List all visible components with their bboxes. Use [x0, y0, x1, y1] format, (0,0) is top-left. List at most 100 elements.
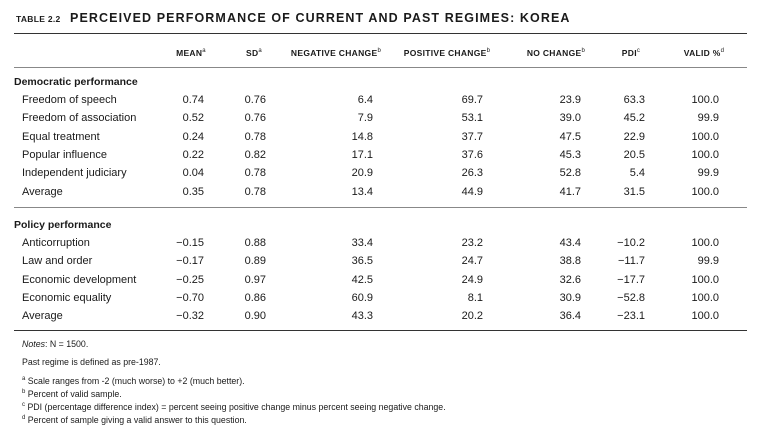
footnote-mark: a: [258, 48, 263, 54]
column-header-label: MEAN: [176, 47, 203, 58]
table-cell: 0.90: [244, 310, 266, 322]
table-cell: −17.7: [617, 274, 645, 286]
table-cell: 0.82: [244, 149, 266, 161]
table-cell: 33.4: [351, 237, 373, 249]
row-label: Economic development: [22, 274, 137, 286]
table-cell: 0.35: [182, 186, 204, 198]
table-cell: −0.17: [176, 255, 204, 267]
table-cell: −52.8: [617, 292, 645, 304]
table-title: PERCEIVED PERFORMANCE OF CURRENT AND PAS…: [70, 11, 571, 25]
table-cell: 45.2: [623, 112, 645, 124]
row-label: Popular influence: [22, 149, 108, 161]
table-cell: 26.3: [461, 167, 483, 179]
table-cell: −0.25: [176, 274, 204, 286]
row-label: Economic equality: [22, 292, 112, 304]
footnote: d Percent of sample giving a valid answe…: [22, 413, 247, 426]
section-rule: [14, 207, 747, 208]
table-cell: 0.76: [244, 94, 266, 106]
table-cell: 99.9: [697, 112, 719, 124]
table-cell: 0.22: [182, 149, 204, 161]
table-cell: 22.9: [623, 131, 645, 143]
row-label: Average: [22, 186, 63, 198]
column-header-label: VALID %: [683, 47, 721, 58]
row-label: Freedom of speech: [22, 94, 117, 106]
table-cell: 37.6: [461, 149, 483, 161]
table-cell: 32.6: [559, 274, 581, 286]
table-cell: 0.24: [182, 131, 204, 143]
footnote: c PDI (percentage difference index) = pe…: [22, 400, 446, 413]
column-header-label: SD: [245, 47, 259, 58]
table-cell: 23.9: [559, 94, 581, 106]
table-cell: 24.9: [461, 274, 483, 286]
table-cell: 41.7: [559, 186, 581, 198]
table-cell: 39.0: [559, 112, 581, 124]
table-cell: 23.2: [461, 237, 483, 249]
table-cell: 43.3: [351, 310, 373, 322]
table-cell: 100.0: [691, 186, 719, 198]
table-cell: 30.9: [559, 292, 581, 304]
table-cell: 6.4: [357, 94, 373, 106]
column-header: MEANa: [126, 45, 256, 60]
past-regime-note: Past regime is defined as pre-1987.: [22, 357, 161, 367]
table-cell: 20.9: [351, 167, 373, 179]
table-title-line: TABLE 2.2 PERCEIVED PERFORMANCE OF CURRE…: [16, 9, 571, 27]
table-cell: −0.32: [176, 310, 204, 322]
table-cell: 0.74: [182, 94, 204, 106]
table-cell: 0.78: [244, 131, 266, 143]
table-cell: 100.0: [691, 94, 719, 106]
footnote-text: PDI (percentage difference index) = perc…: [25, 401, 446, 412]
table-cell: 0.97: [244, 274, 266, 286]
footnote-text: Scale ranges from -2 (much worse) to +2 …: [25, 375, 245, 386]
table-cell: 60.9: [351, 292, 373, 304]
table-cell: 52.8: [559, 167, 581, 179]
column-header-label: NO CHANGE: [526, 47, 582, 58]
table-cell: −11.7: [617, 255, 645, 267]
table-cell: −23.1: [617, 310, 645, 322]
row-label: Anticorruption: [22, 237, 90, 249]
column-header: SDa: [189, 45, 319, 60]
table-cell: 14.8: [351, 131, 373, 143]
column-header: NEGATIVE CHANGEb: [271, 45, 401, 60]
table-cell: 53.1: [461, 112, 483, 124]
footnote: b Percent of valid sample.: [22, 387, 122, 400]
table-cell: −0.70: [176, 292, 204, 304]
table-cell: 0.78: [244, 167, 266, 179]
column-header-label: POSITIVE CHANGE: [403, 47, 487, 58]
row-label: Equal treatment: [22, 131, 100, 143]
table-cell: 37.7: [461, 131, 483, 143]
table-cell: 100.0: [691, 310, 719, 322]
table-cell: 43.4: [559, 237, 581, 249]
table-cell: 31.5: [623, 186, 645, 198]
footnote-mark: b: [486, 48, 491, 54]
footnote-mark: b: [581, 48, 586, 54]
top-rule: [14, 33, 747, 34]
footnote-mark: d: [22, 415, 26, 421]
table-cell: 0.04: [182, 167, 204, 179]
table-cell: 0.76: [244, 112, 266, 124]
column-header: POSITIVE CHANGEb: [382, 45, 512, 60]
column-header-label: NEGATIVE CHANGE: [290, 47, 378, 58]
table-cell: 7.9: [357, 112, 373, 124]
footnote-mark: b: [22, 389, 26, 395]
table-cell: 38.8: [559, 255, 581, 267]
footnote-mark: a: [22, 376, 26, 382]
table-cell: 100.0: [691, 292, 719, 304]
footnote-mark: c: [636, 48, 641, 54]
table-cell: 8.1: [467, 292, 483, 304]
table-cell: 20.2: [461, 310, 483, 322]
column-header: VALID %d: [639, 45, 759, 60]
notes-line: Notes: N = 1500.: [22, 339, 88, 350]
table-cell: 44.9: [461, 186, 483, 198]
table-cell: 0.88: [244, 237, 266, 249]
table-cell: 63.3: [623, 94, 645, 106]
table-cell: 24.7: [461, 255, 483, 267]
table-cell: 45.3: [559, 149, 581, 161]
table-cell: 99.9: [697, 255, 719, 267]
table-cell: 0.86: [244, 292, 266, 304]
notes-n: : N = 1500.: [44, 339, 89, 349]
column-header-label: PDI: [621, 47, 637, 58]
table-cell: 100.0: [691, 131, 719, 143]
table-cell: 0.89: [244, 255, 266, 267]
notes-label: Notes: [22, 339, 45, 349]
